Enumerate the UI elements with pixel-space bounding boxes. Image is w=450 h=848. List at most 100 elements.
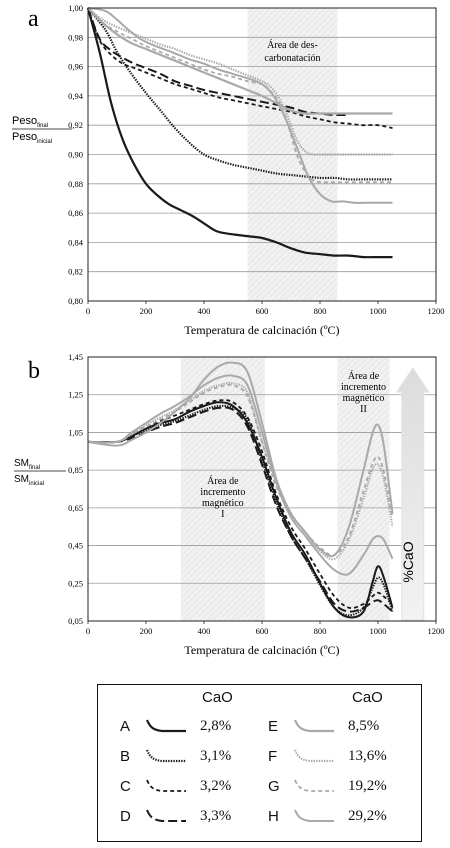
x-axis-label-b: Temperatura de calcinación (ºC) <box>184 643 339 657</box>
series-line-c <box>87 399 394 609</box>
legend-value-b: 3,1% <box>200 748 232 764</box>
x-tick-label: 400 <box>198 626 211 636</box>
y-tick-label: 0,84 <box>68 237 84 247</box>
series-line-g <box>87 383 394 557</box>
y-axis-label-a-num-sub: final <box>37 123 48 129</box>
y-tick-label: 0,45 <box>68 541 83 551</box>
x-tick-label: 1200 <box>428 306 445 316</box>
series-group-a <box>86 7 393 259</box>
legend-value-g: 19,2% <box>348 778 387 794</box>
legend-item-a: A 2,8% <box>120 715 270 739</box>
decarbonation-region-label-2: carbonatación <box>264 53 320 64</box>
legend-swatch-line <box>146 779 186 792</box>
legend: CaO CaO A 2,8% B 3,1% C 3,2% D 3,3% E 8,… <box>97 684 422 842</box>
x-tick-label: 0 <box>86 306 90 316</box>
legend-value-h: 29,2% <box>348 808 387 824</box>
series-line-h <box>87 361 394 558</box>
legend-item-e: E 8,5% <box>268 715 418 739</box>
y-tick-label: 0,80 <box>68 296 83 306</box>
y-tick-label: 0,90 <box>68 150 83 160</box>
region-1-label-3: magnético <box>202 498 244 509</box>
legend-swatch-h <box>294 809 334 822</box>
x-tick-label: 400 <box>198 306 211 316</box>
y-tick-label: 0,25 <box>68 578 83 588</box>
region-1-label-2: incremento <box>200 487 245 498</box>
svg-text:SMfinal: SMfinal <box>14 458 40 471</box>
legend-value-d: 3,3% <box>200 808 232 824</box>
chart-b: b %CaO Área de incremento magnético I Ár… <box>14 352 445 657</box>
legend-letter-g: G <box>268 778 280 795</box>
series-group-b <box>87 361 394 619</box>
y-axis-label-a-den-sub: inicial <box>37 139 52 145</box>
x-tick-label: 200 <box>140 626 153 636</box>
y-axis-label-b-den-sub: inicial <box>29 481 44 487</box>
x-tick-label: 800 <box>314 626 327 636</box>
legend-item-d: D 3,3% <box>120 805 270 829</box>
legend-swatch-line <box>293 749 334 763</box>
x-tick-label: 1000 <box>370 626 387 636</box>
y-axis-label-b-num-sub: final <box>29 465 40 471</box>
y-tick-label: 1,45 <box>68 352 83 362</box>
x-tick-label: 200 <box>140 306 153 316</box>
legend-swatch-line <box>293 719 334 733</box>
decarbonation-region-label-1: Área de des- <box>267 39 318 51</box>
legend-header-left: CaO <box>202 689 233 706</box>
y-tick-label: 0,65 <box>68 503 83 513</box>
chart-a: a Área de des- carbonatación 0,80 0,82 0,8… <box>12 3 445 337</box>
x-tick-label: 600 <box>256 626 269 636</box>
legend-letter-e: E <box>268 718 279 735</box>
series-line-d <box>87 7 350 117</box>
series-line-e <box>87 7 393 115</box>
legend-swatch-line <box>145 749 186 763</box>
legend-value-a: 2,8% <box>200 718 232 734</box>
panel-b-letter: b <box>28 358 40 384</box>
series-line-d <box>87 406 394 613</box>
legend-letter-b: B <box>120 748 131 765</box>
cao-arrow-label: %CaO <box>400 541 416 582</box>
y-axis-label-a-num: Peso <box>12 115 37 127</box>
region-1-label-4: I <box>221 509 224 520</box>
legend-item-f: F 13,6% <box>268 745 418 769</box>
legend-value-e: 8,5% <box>348 718 380 734</box>
y-tick-label: 0,92 <box>68 120 83 130</box>
y-tick-label: 0,05 <box>68 616 83 626</box>
legend-letter-d: D <box>120 808 131 825</box>
x-tick-label: 600 <box>256 306 269 316</box>
x-axis-label-a: Temperatura de calcinación (ºC) <box>184 323 339 337</box>
legend-value-f: 13,6% <box>348 748 387 764</box>
svg-text:SMinicial: SMinicial <box>14 474 44 487</box>
magnetic-increase-region-2 <box>337 357 390 621</box>
region-2-label-3: magnético <box>343 393 385 404</box>
y-axis-label-a-den: Peso <box>12 131 37 143</box>
y-tick-label: 1,00 <box>68 3 83 13</box>
legend-swatch-e <box>293 719 334 733</box>
legend-item-g: G 19,2% <box>268 775 418 799</box>
y-tick-label: 0,94 <box>68 91 84 101</box>
legend-swatch-g <box>294 779 334 792</box>
y-axis-label-a: Pesofinal Pesoinicial <box>12 115 72 145</box>
legend-swatch-a <box>145 719 186 733</box>
series-line-b <box>87 7 393 181</box>
y-tick-label: 0,96 <box>68 62 83 72</box>
y-tick-label: 0,98 <box>68 32 83 42</box>
legend-value-c: 3,2% <box>200 778 232 794</box>
y-tick-label: 0,82 <box>68 267 83 277</box>
y-tick-label: 0,85 <box>68 465 83 475</box>
x-ticks-a: 0 200 400 600 800 1000 1200 <box>86 301 445 316</box>
panel-a-letter: a <box>28 6 39 32</box>
legend-letter-c: C <box>120 778 131 795</box>
legend-item-c: C 3,2% <box>120 775 270 799</box>
series-line-f <box>87 7 393 156</box>
series-line-c <box>87 7 393 129</box>
series-line-h <box>87 7 393 204</box>
region-2-label-1: Área de <box>348 370 380 382</box>
region-labels-b: Área de incremento magnético I Área de i… <box>200 370 386 520</box>
x-tick-label: 0 <box>86 626 90 636</box>
region-1-label-1: Área de <box>207 475 239 487</box>
legend-item-h: H 29,2% <box>268 805 418 829</box>
legend-swatch-c <box>146 779 186 792</box>
legend-swatch-f <box>293 749 334 763</box>
svg-text:Pesoinicial: Pesoinicial <box>12 131 52 145</box>
y-axis-label-b-num: SM <box>14 458 29 469</box>
region-2-label-4: II <box>360 404 367 415</box>
